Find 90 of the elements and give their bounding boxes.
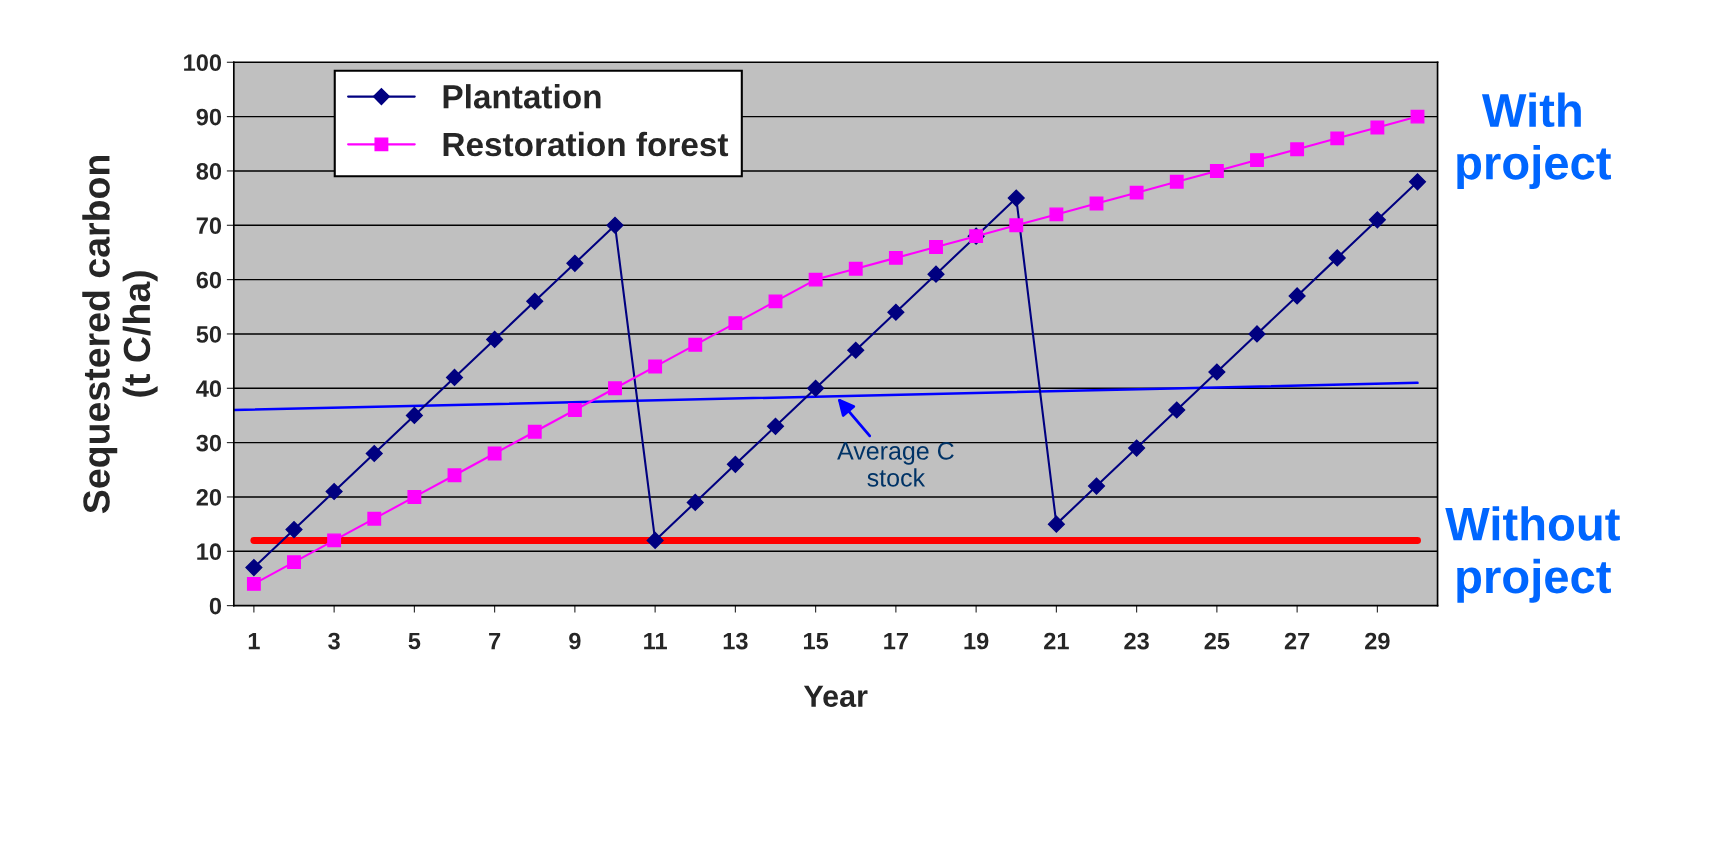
legend-label: Restoration forest xyxy=(443,131,729,157)
x-tick-label: 25 xyxy=(1204,632,1230,650)
point xyxy=(648,359,663,374)
point xyxy=(1368,211,1386,229)
point xyxy=(246,576,261,591)
x-tick-label: 15 xyxy=(803,632,829,650)
y-tick-label: 20 xyxy=(196,489,222,506)
text: Without project xyxy=(1445,506,1620,603)
y-tick-label: 60 xyxy=(196,271,222,289)
x-tick-label: 7 xyxy=(489,632,501,650)
point xyxy=(848,261,863,276)
point xyxy=(608,381,622,396)
point xyxy=(808,272,823,287)
point xyxy=(847,341,865,359)
point xyxy=(405,406,423,425)
legend-label: Plantation xyxy=(443,84,601,109)
y-tick-label: 100 xyxy=(184,54,222,72)
point xyxy=(1410,109,1425,124)
point xyxy=(1208,363,1226,381)
point xyxy=(766,417,785,435)
y-tick-label: 0 xyxy=(209,597,222,615)
x-tick-label: 21 xyxy=(1044,632,1069,650)
point xyxy=(1047,515,1065,533)
point xyxy=(1049,207,1064,222)
y-tick-label: 10 xyxy=(197,543,222,561)
point xyxy=(285,521,303,539)
point xyxy=(929,240,943,254)
point xyxy=(526,292,544,310)
point xyxy=(1248,325,1266,343)
point xyxy=(1168,401,1186,419)
x-tick-label: 13 xyxy=(723,632,748,650)
point xyxy=(1328,249,1346,267)
point xyxy=(445,368,464,386)
point xyxy=(287,555,301,570)
x-tick-label: 19 xyxy=(964,632,989,650)
x-tick-label: 27 xyxy=(1284,632,1310,650)
x-tick-label: 3 xyxy=(328,632,340,650)
point xyxy=(888,250,903,265)
point xyxy=(365,444,383,463)
point xyxy=(768,294,783,309)
y-axis-title: Sequestered carbon (t C/ha) xyxy=(82,155,158,514)
point xyxy=(1128,439,1146,457)
point xyxy=(1169,174,1184,189)
point xyxy=(927,265,945,283)
x-axis-title: Year xyxy=(803,685,868,708)
text: With project xyxy=(1457,92,1611,190)
point xyxy=(1370,120,1385,135)
point xyxy=(1209,163,1224,178)
annotation: Average C stock xyxy=(837,442,954,487)
point xyxy=(447,468,462,483)
point xyxy=(1087,477,1106,495)
point xyxy=(327,533,342,548)
x-tick-label: 23 xyxy=(1124,632,1149,650)
x-tick-label: 9 xyxy=(569,632,581,650)
point xyxy=(1288,287,1306,305)
y-tick-label: 90 xyxy=(196,108,222,126)
point xyxy=(728,316,743,331)
point xyxy=(1330,131,1345,146)
point xyxy=(726,455,744,473)
point xyxy=(487,446,502,461)
point xyxy=(646,531,664,549)
point xyxy=(245,559,263,577)
x-tick-label: 5 xyxy=(408,632,421,650)
point xyxy=(1250,153,1264,168)
point xyxy=(1007,189,1025,207)
y-tick-label: 80 xyxy=(196,163,222,180)
point xyxy=(686,493,704,511)
point xyxy=(325,482,343,501)
x-tick-label: 1 xyxy=(248,632,260,650)
point xyxy=(1290,142,1305,157)
y-tick-label: 40 xyxy=(196,380,222,398)
point xyxy=(407,490,422,504)
y-tick-label: 70 xyxy=(196,217,222,235)
y-tick-label: 50 xyxy=(196,326,222,343)
y-tick-label: 30 xyxy=(196,434,222,452)
point xyxy=(887,303,905,321)
point xyxy=(1408,173,1427,191)
point xyxy=(367,511,382,526)
x-tick-label: 17 xyxy=(884,632,908,650)
point xyxy=(486,330,504,348)
point xyxy=(807,379,825,397)
point xyxy=(567,403,582,417)
x-tick-label: 11 xyxy=(644,632,667,650)
point xyxy=(1009,218,1024,233)
point xyxy=(527,424,542,439)
point xyxy=(688,337,703,352)
point xyxy=(1129,185,1144,200)
x-tick-label: 29 xyxy=(1365,632,1390,650)
point xyxy=(566,254,584,272)
point xyxy=(606,216,624,234)
